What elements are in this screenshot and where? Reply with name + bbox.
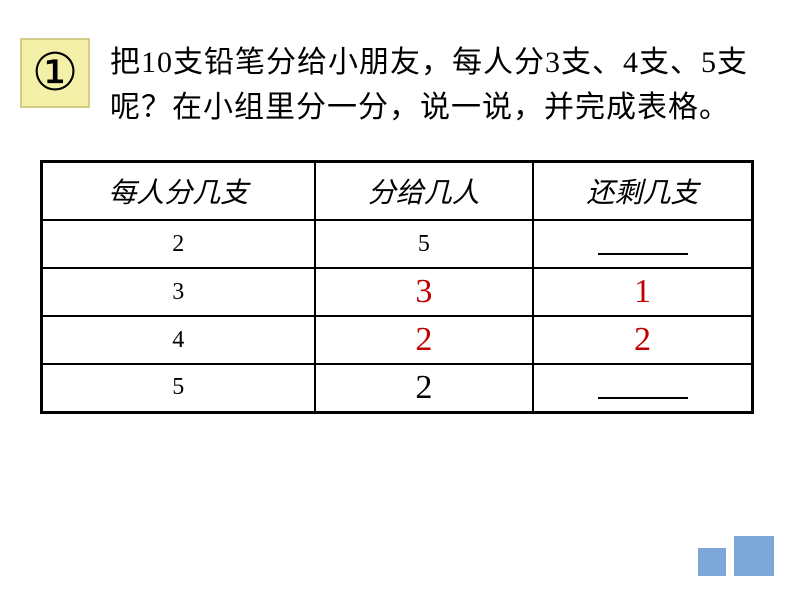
header-remainder: 还剩几支 (533, 162, 752, 221)
cell-people-answer: 3 (315, 268, 533, 316)
table-row: 2 5 (42, 220, 753, 268)
cell-per-person: 3 (42, 268, 315, 316)
cell-remainder-blank (533, 364, 752, 412)
blank-line (598, 235, 688, 255)
header-per-person: 每人分几支 (42, 162, 315, 221)
footer-decoration (698, 536, 774, 576)
problem-text: 把10支铅笔分给小朋友，每人分3支、4支、5支呢？在小组里分一分，说一说，并完成… (110, 38, 754, 130)
table-row: 5 2 (42, 364, 753, 412)
cell-remainder-answer: 1 (533, 268, 752, 316)
cell-people-answer: 2 (315, 316, 533, 364)
table-container: 每人分几支 分给几人 还剩几支 2 5 3 3 1 4 2 2 5 (0, 130, 794, 414)
header-people-count: 分给几人 (315, 162, 533, 221)
division-table: 每人分几支 分给几人 还剩几支 2 5 3 3 1 4 2 2 5 (40, 160, 754, 414)
cell-people: 5 (315, 220, 533, 268)
cell-people: 2 (315, 364, 533, 412)
cell-per-person: 5 (42, 364, 315, 412)
header-section: ① 把10支铅笔分给小朋友，每人分3支、4支、5支呢？在小组里分一分，说一说，并… (0, 0, 794, 130)
decoration-square-small (698, 548, 726, 576)
problem-number-badge: ① (20, 38, 90, 108)
table-row: 3 3 1 (42, 268, 753, 316)
cell-per-person: 2 (42, 220, 315, 268)
decoration-square-large (734, 536, 774, 576)
cell-remainder-answer: 2 (533, 316, 752, 364)
blank-line (598, 379, 688, 399)
table-header-row: 每人分几支 分给几人 还剩几支 (42, 162, 753, 221)
table-row: 4 2 2 (42, 316, 753, 364)
cell-remainder-blank (533, 220, 752, 268)
badge-number: ① (32, 43, 79, 103)
cell-per-person: 4 (42, 316, 315, 364)
